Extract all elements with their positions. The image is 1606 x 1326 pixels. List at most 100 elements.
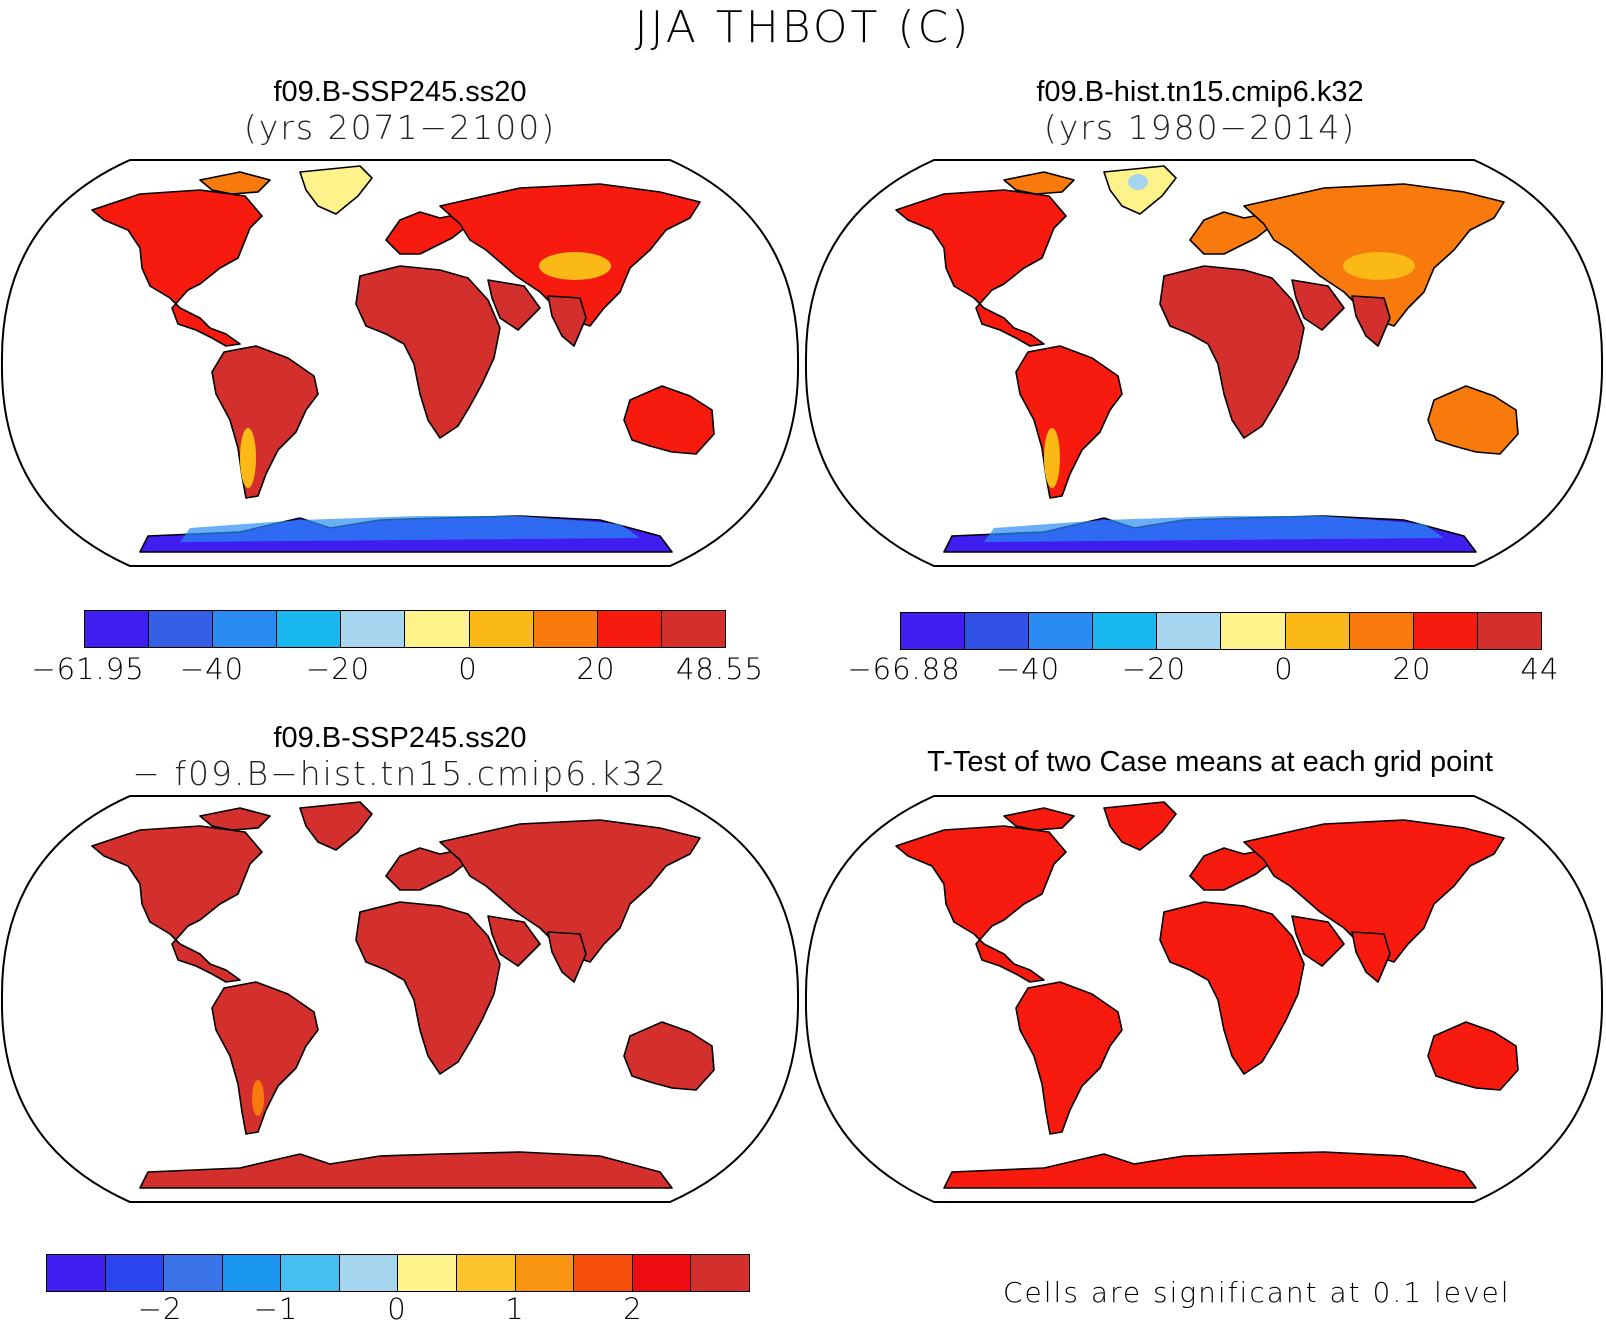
colorbar-swatch: [105, 1255, 165, 1291]
landmass-antarctica: [943, 1151, 1477, 1189]
colorbar-swatch: [1029, 613, 1094, 649]
colorbar-swatch: [965, 613, 1030, 649]
tibet-plateau-patch: [1343, 252, 1415, 280]
panel1-case-name: f09.B-SSP245.ss20: [273, 76, 527, 108]
colorbar-swatch: [661, 611, 725, 647]
figure-title: JJA THBOT (C): [634, 2, 972, 53]
landmass-india: [547, 931, 587, 983]
colorbar-swatch: [533, 611, 598, 647]
landmass-southAmerica: [1015, 345, 1123, 499]
panel1-title: f09.B-SSP245.ss20 (yrs 2071−2100): [40, 74, 760, 146]
greenland-interior-patch: [1128, 174, 1148, 190]
colorbar-swatch: [515, 1255, 575, 1291]
landmass-antarctica: [139, 1151, 673, 1189]
colorbar-swatch: [85, 611, 150, 647]
colorbar-swatch: [1349, 613, 1414, 649]
colorbar-swatch: [339, 1255, 399, 1291]
landmass-arabia: [487, 279, 541, 331]
landmass-australia: [1427, 1021, 1519, 1091]
colorbar-tick-label: 44: [1520, 652, 1560, 686]
landmass-arabia: [1291, 279, 1345, 331]
significance-note: Cells are significant at 0.1 level: [1003, 1276, 1511, 1309]
landmass-canadaArctic: [1003, 171, 1075, 195]
landmass-india: [1351, 931, 1391, 983]
colorbar-tick-label: −20: [1121, 652, 1187, 686]
colorbar-tick-label: −66.88: [847, 652, 961, 686]
colorbar-swatch: [398, 1255, 458, 1291]
colorbar-tick-label: 0: [387, 1292, 407, 1326]
colorbar-swatch: [1413, 613, 1478, 649]
panel3-case-name: f09.B-SSP245.ss20: [273, 722, 527, 754]
colorbar-swatch: [1477, 613, 1541, 649]
panel2-years: (yrs 1980−2014): [1043, 108, 1357, 147]
andes-patch: [240, 428, 256, 488]
map-panel-4: [804, 795, 1604, 1203]
landmass-southAmerica: [1015, 981, 1123, 1135]
colorbar-swatch: [149, 611, 214, 647]
landmass-asia: [1243, 819, 1505, 963]
colorbar-tick-label: −1: [253, 1292, 299, 1326]
andes-patch: [252, 1080, 264, 1116]
landmass-africa: [1159, 265, 1305, 439]
map-panel-2: [804, 159, 1604, 567]
colorbar-panel-3: [46, 1254, 750, 1292]
colorbar-swatch: [164, 1255, 223, 1291]
colorbar-tick-label: −20: [305, 652, 371, 686]
antarctica-coast-patch: [984, 516, 1444, 542]
colorbar-swatch: [469, 611, 534, 647]
landmass-asia: [439, 819, 701, 963]
colorbar-tick-label: 20: [576, 652, 616, 686]
colorbar-tick-label: −40: [179, 652, 245, 686]
landmass-canadaArctic: [1003, 807, 1075, 831]
colorbar-swatch: [691, 1255, 749, 1291]
colorbar-swatch: [277, 611, 342, 647]
colorbar-tick-label: −61.95: [31, 652, 145, 686]
colorbar-swatch: [1285, 613, 1350, 649]
colorbar-swatch: [405, 611, 470, 647]
andes-patch: [1044, 428, 1060, 488]
panel3-diff-case: − f09.B−hist.tn15.cmip6.k32: [132, 754, 668, 793]
landmass-canadaArctic: [199, 171, 271, 195]
panel4-ttest-title: T-Test of two Case means at each grid po…: [927, 746, 1493, 778]
colorbar-tick-label: 20: [1392, 652, 1432, 686]
colorbar-swatch: [597, 611, 662, 647]
colorbar-tick-label: −2: [137, 1292, 183, 1326]
colorbar-tick-label: 0: [1274, 652, 1294, 686]
landmass-greenland: [299, 165, 373, 215]
antarctica-coast-patch: [180, 516, 640, 542]
landmass-arabia: [487, 915, 541, 967]
landmass-greenland: [1103, 801, 1177, 851]
map-boundary: [0, 795, 800, 1203]
landmass-southAmerica: [211, 345, 319, 499]
landmass-northAmerica: [91, 825, 263, 983]
colorbar-swatch: [47, 1255, 106, 1291]
colorbar-swatch: [281, 1255, 340, 1291]
colorbar-tick-label: 2: [623, 1292, 643, 1326]
panel3-title: f09.B-SSP245.ss20 − f09.B−hist.tn15.cmip…: [40, 720, 760, 792]
landmass-northAmerica: [895, 189, 1067, 347]
colorbar-swatch: [574, 1255, 633, 1291]
tibet-plateau-patch: [539, 252, 611, 280]
landmass-australia: [1427, 385, 1519, 455]
colorbar-panel-1: [84, 610, 726, 648]
landmass-australia: [623, 385, 715, 455]
panel2-case-name: f09.B-hist.tn15.cmip6.k32: [1036, 76, 1364, 108]
landmass-africa: [355, 265, 501, 439]
landmass-greenland: [299, 801, 373, 851]
landmass-northAmerica: [91, 189, 263, 347]
landmass-australia: [623, 1021, 715, 1091]
landmass-canadaArctic: [199, 807, 271, 831]
landmass-india: [547, 295, 587, 347]
colorbar-swatch: [213, 611, 278, 647]
landmass-greenland: [1103, 165, 1177, 215]
colorbar-swatch: [632, 1255, 692, 1291]
map-boundary: [804, 159, 1604, 567]
colorbar-swatch: [222, 1255, 282, 1291]
colorbar-swatch: [1157, 613, 1222, 649]
landmass-southAmerica: [211, 981, 319, 1135]
colorbar-swatch: [341, 611, 406, 647]
landmass-india: [1351, 295, 1391, 347]
landmass-northAmerica: [895, 825, 1067, 983]
map-boundary: [804, 795, 1604, 1203]
map-boundary: [0, 159, 800, 567]
